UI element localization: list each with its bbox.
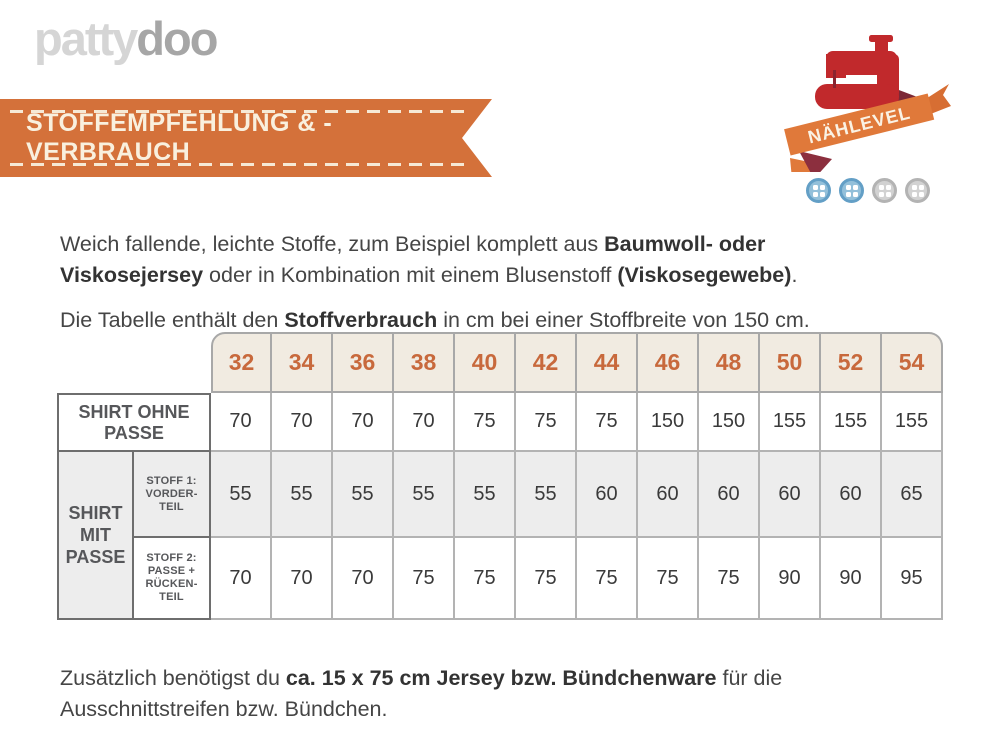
- size-header: 54: [882, 332, 943, 393]
- table-value: 75: [516, 538, 577, 620]
- size-header: 32: [211, 332, 272, 393]
- footer-bold-jersey: ca. 15 x 75 cm Jersey bzw. Bündchenware: [285, 665, 717, 690]
- table-corner-spacer: [57, 332, 211, 393]
- size-header: 38: [394, 332, 455, 393]
- table-value: 155: [821, 393, 882, 452]
- table-value: 60: [577, 452, 638, 538]
- table-value: 75: [455, 393, 516, 452]
- level-buttons: [806, 178, 930, 203]
- table-value: 65: [882, 452, 943, 538]
- table-value: 55: [516, 452, 577, 538]
- footer-note-paragraph: Zusätzlich benötigst du ca. 15 x 75 cm J…: [60, 663, 860, 725]
- intro-bold-viskose: (Viskosegewebe): [617, 262, 792, 287]
- table-value: 75: [577, 538, 638, 620]
- section-title: STOFFEMPFEHLUNG & -VERBRAUCH: [26, 109, 333, 166]
- size-header: 46: [638, 332, 699, 393]
- table-value: 90: [760, 538, 821, 620]
- table-value: 75: [699, 538, 760, 620]
- stitch-line-bottom: [10, 163, 466, 166]
- intro-text: Weich fallende, leichte Stoffe, zum Beis…: [60, 231, 605, 256]
- row-label-shirt-ohne-passe: SHIRT OHNE PASSE: [57, 393, 211, 452]
- row-label-shirt-mit-passe: SHIRT MIT PASSE: [57, 452, 134, 620]
- footer-text: Zusätzlich benötigst du: [60, 665, 286, 690]
- intro-bold-fabrics: Baumwoll- oder Viskosejersey: [60, 231, 766, 287]
- table-value: 70: [211, 393, 272, 452]
- table-value: 75: [455, 538, 516, 620]
- table-value: 155: [882, 393, 943, 452]
- size-header: 50: [760, 332, 821, 393]
- ribbon-label: NÄHLEVEL: [806, 103, 913, 148]
- intro-text: .: [791, 262, 798, 287]
- table-value: 55: [455, 452, 516, 538]
- table-value: 55: [394, 452, 455, 538]
- logo-part-light: patty: [34, 12, 138, 65]
- table-value: 55: [211, 452, 272, 538]
- size-header: 44: [577, 332, 638, 393]
- sewing-machine-ribbon-graphic: NÄHLEVEL: [784, 35, 951, 172]
- needle-icon: [833, 70, 836, 88]
- table-value: 75: [638, 538, 699, 620]
- table-value: 155: [760, 393, 821, 452]
- table-value: 70: [272, 538, 333, 620]
- table-value: 75: [577, 393, 638, 452]
- ribbon-left-fold: [799, 151, 832, 172]
- intro-text: oder in Kombination mit einem Blusenstof…: [203, 262, 618, 287]
- table-value: 95: [882, 538, 943, 620]
- size-header: 34: [272, 332, 333, 393]
- table-value: 70: [394, 393, 455, 452]
- table-value: 60: [699, 452, 760, 538]
- table-value: 90: [821, 538, 882, 620]
- table-value: 55: [272, 452, 333, 538]
- ribbon-left-tail: [790, 158, 814, 172]
- level-button-filled-icon: [806, 178, 831, 203]
- note-text: in cm bei einer Stoffbreite von 150 cm.: [437, 307, 810, 332]
- level-button-filled-icon: [839, 178, 864, 203]
- pattydoo-logo: pattydoo: [34, 12, 218, 65]
- table-value: 150: [638, 393, 699, 452]
- naehlevel-badge: NÄHLEVEL: [773, 12, 951, 212]
- table-value: 75: [394, 538, 455, 620]
- logo-part-dark: doo: [136, 12, 218, 65]
- size-header: 52: [821, 332, 882, 393]
- fabric-consumption-table: 32 34 36 38 40 42 44 46 48 50 52 54 SHIR…: [57, 332, 943, 620]
- size-header: 36: [333, 332, 394, 393]
- table-value: 60: [760, 452, 821, 538]
- table-value: 55: [333, 452, 394, 538]
- level-button-empty-icon: [905, 178, 930, 203]
- table-value: 75: [516, 393, 577, 452]
- note-text: Die Tabelle enthält den: [60, 307, 285, 332]
- table-value: 70: [272, 393, 333, 452]
- table-value: 70: [211, 538, 272, 620]
- size-header: 42: [516, 332, 577, 393]
- table-value: 70: [333, 393, 394, 452]
- stitch-line-top: [10, 110, 466, 113]
- size-header: 40: [455, 332, 516, 393]
- table-note-paragraph: Die Tabelle enthält den Stoffverbrauch i…: [60, 305, 960, 336]
- table-value: 60: [638, 452, 699, 538]
- note-bold-stoffverbrauch: Stoffverbrauch: [284, 307, 438, 332]
- table-value: 150: [699, 393, 760, 452]
- table-value: 70: [333, 538, 394, 620]
- row-label-stoff2-passe-rueckenteil: STOFF 2: PASSE + RÜCKEN- TEIL: [134, 538, 211, 620]
- section-banner: STOFFEMPFEHLUNG & -VERBRAUCH: [0, 99, 492, 177]
- size-header: 48: [699, 332, 760, 393]
- level-button-empty-icon: [872, 178, 897, 203]
- footer-text: für die Ausschnittstreifen bzw. Bündchen…: [60, 665, 783, 721]
- table-value: 60: [821, 452, 882, 538]
- sewing-machine-icon: [815, 35, 899, 109]
- row-label-stoff1-vorderteil: STOFF 1: VORDER- TEIL: [134, 452, 211, 538]
- intro-paragraph: Weich fallende, leichte Stoffe, zum Beis…: [60, 229, 840, 291]
